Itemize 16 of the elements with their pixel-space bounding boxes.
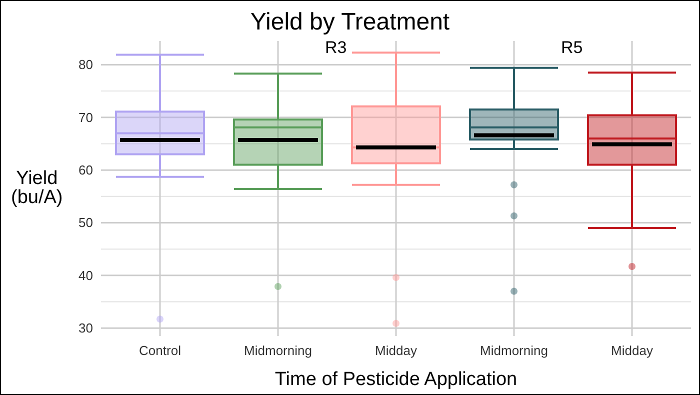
y-tick-label: 40 xyxy=(78,268,93,283)
y-tick-label: 50 xyxy=(78,215,93,230)
chart-title: Yield by Treatment xyxy=(250,8,450,36)
x-tick-label: Midday xyxy=(375,343,418,358)
y-axis-title: Yield (bu/A) xyxy=(10,168,63,208)
x-tick-label: Midday xyxy=(611,343,654,358)
annotation: R5 xyxy=(561,38,583,57)
x-axis-title: Time of Pesticide Application xyxy=(274,369,518,390)
x-tick-label: Control xyxy=(139,343,182,358)
x-tick-label: Midmorning xyxy=(244,343,312,358)
x-tick-label: Midmorning xyxy=(480,343,548,358)
y-tick-label: 30 xyxy=(78,320,93,336)
y-tick-label: 70 xyxy=(78,110,93,125)
y-tick-label: 80 xyxy=(78,57,93,72)
annotation: R3 xyxy=(325,38,347,57)
y-tick-label: 60 xyxy=(78,162,93,178)
